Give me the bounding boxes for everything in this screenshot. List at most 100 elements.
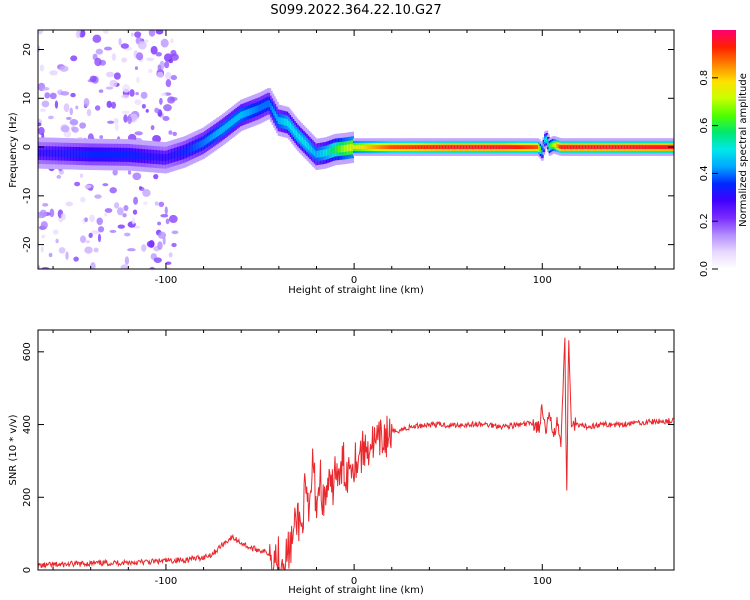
spectrogram-ridge-core (623, 145, 627, 149)
spectrogram-noise-blob (80, 173, 84, 178)
spectrogram-ridge-core (241, 111, 245, 119)
spectrogram-noise-blob (48, 252, 53, 258)
spectrogram-ridge-core (289, 122, 293, 130)
spectrogram-noise-blob (165, 71, 172, 81)
spectrogram-ridge-core (363, 145, 367, 149)
spectrogram-ridge-core (100, 151, 103, 158)
spectrogram-ridge-core (619, 145, 622, 149)
spectrogram-noise-blob (165, 261, 172, 265)
spectrogram-ridge-core (556, 143, 559, 148)
spectrogram-noise-blob (156, 71, 164, 78)
spectrogram-ridge-core (137, 152, 141, 160)
spectrogram-ridge-core (121, 151, 124, 159)
spectrogram-noise-blob (40, 221, 48, 230)
spectrogram-noise-blob (92, 34, 102, 43)
spectrogram-ridge-core (548, 145, 552, 149)
spectrogram-ridge-core (199, 141, 202, 148)
spectrogram-noise-blob (52, 229, 59, 235)
spectrogram-ridge-core (259, 104, 263, 112)
spectrogram-noise-blob (141, 103, 146, 109)
spectrogram-ridge-core (270, 103, 273, 111)
spectrogram-noise-blob (85, 240, 91, 244)
spectrogram-ridge-core (227, 121, 231, 129)
spectrogram-noise-blob (42, 202, 49, 207)
spectrogram-ridge-core (506, 145, 510, 149)
spectrogram-ridge-core (465, 145, 469, 149)
spectrogram-ridge-core (304, 140, 308, 147)
spectrogram-noise-blob (157, 64, 162, 71)
spectrogram-ridge-core (387, 145, 391, 149)
spectrogram-noise-blob (39, 108, 46, 112)
spectrogram-noise-blob (94, 194, 102, 199)
spectrogram-noise-blob (172, 131, 178, 137)
spectrogram-ridge-core (536, 145, 540, 149)
spectrogram-ridge-core (262, 102, 266, 110)
spectrogram-ridge-core (404, 145, 407, 149)
spectrogram-ridge-core (604, 145, 607, 149)
spectrogram-ridge-core (69, 150, 73, 158)
spectrogram-ridge-core (641, 145, 645, 149)
spectrogram-noise-blob (54, 100, 59, 109)
chart-title: S099.2022.364.22.10.G27 (270, 3, 441, 18)
spectrogram-ridge-core (249, 108, 252, 116)
spectrogram-ridge-core (595, 145, 598, 149)
spectrogram-ridge-core (223, 124, 227, 132)
spectrogram-ridge-core (358, 145, 362, 149)
spectrogram-ridge-core (279, 117, 282, 125)
spectrogram-ridge-core (232, 117, 236, 125)
spectrogram-ridge-core (495, 145, 499, 149)
colorbar-gradient (712, 30, 736, 269)
spectrogram-ridge-core (124, 151, 127, 159)
spectrogram-ridge-core (337, 145, 341, 153)
spectrogram-noise-blob (106, 100, 112, 108)
spectrogram-ridge-core (309, 144, 312, 152)
spectrogram-ridge-core (148, 153, 151, 160)
spectrogram-ridge-core (292, 126, 296, 134)
spectrogram-noise-blob (55, 238, 59, 244)
spectrogram-noise-blob (154, 107, 160, 114)
spectrogram-ridge-core (291, 124, 294, 132)
spectrogram-ridge-core (119, 151, 123, 159)
spectrogram-ridge-core (538, 146, 541, 150)
spectrogram-ridge-core (501, 145, 505, 149)
spectrogram-ridge-core (656, 145, 660, 149)
spectrogram-ridge-core (352, 145, 356, 149)
spectrogram-ridge-core (282, 117, 285, 125)
spectrogram-ridge-core (283, 118, 287, 126)
spectrogram-noise-blob (111, 53, 117, 61)
spectrogram-ridge-core (372, 145, 376, 149)
spectrogram-noise-blob (150, 45, 158, 55)
spectrogram-ridge-core (97, 151, 100, 158)
spectrogram-ridge-core (497, 145, 501, 149)
spectrogram-ridge-core (149, 153, 153, 161)
spectrogram-ridge-core (261, 103, 264, 111)
spectrogram-ridge-core (87, 150, 91, 158)
spectrogram-ridge-core (410, 145, 413, 149)
spectrogram-ridge-core (492, 145, 496, 149)
spectrogram-noise-blob (94, 57, 102, 67)
spectrogram-ridge-core (550, 144, 553, 149)
spectrogram-ridge-core (423, 145, 427, 149)
spectrogram-ridge-core (170, 152, 174, 160)
spectrogram-ridge-core (130, 151, 133, 159)
spectrogram-ridge-core (386, 145, 389, 149)
spectrogram-ridge-core (89, 150, 93, 158)
spectrogram-ridge-core (349, 144, 353, 151)
spectrogram-noise-blob (49, 92, 57, 100)
spectrogram-ridge-core (577, 145, 580, 149)
spectrogram-ridge-core (59, 150, 62, 157)
spectrogram-ridge-core (285, 118, 288, 126)
spectrogram-noise-blob (88, 232, 93, 238)
spectrogram-noise-blob (105, 71, 115, 78)
spectrogram-ridge-core (516, 145, 520, 149)
spectrogram-ridge-core (322, 149, 326, 157)
spectrogram-ridge-core (230, 118, 234, 126)
spectrogram-ridge-core (115, 151, 118, 159)
spectrogram-ridge-core (56, 150, 59, 157)
spectrogram-ridge-core (140, 152, 144, 160)
spectrogram-ridge-core (273, 108, 276, 116)
spectrogram-ridge-core (57, 150, 61, 157)
spectrogram-noise-blob (144, 39, 149, 43)
spectrogram-ridge-core (253, 106, 257, 114)
